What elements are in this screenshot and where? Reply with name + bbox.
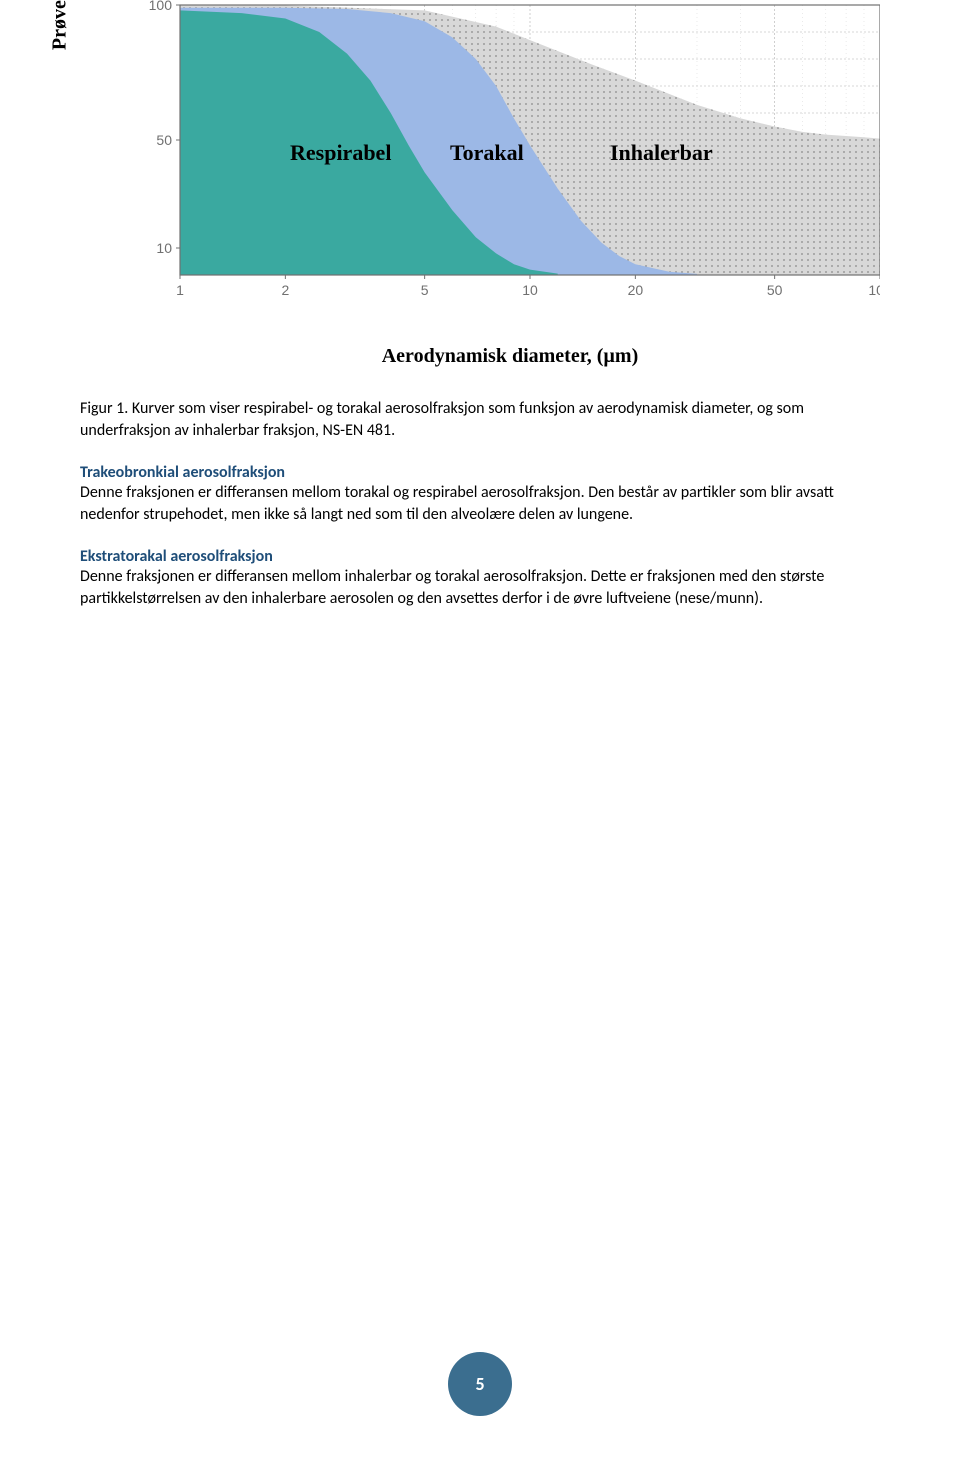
svg-text:1: 1	[176, 282, 184, 298]
svg-text:10: 10	[156, 240, 172, 256]
region-label-torakal: Torakal	[450, 140, 524, 166]
x-axis-label: Aerodynamisk diameter, (µm)	[140, 345, 880, 368]
chart-container: Prøvetakingseffektivitet (%) 10501001251…	[80, 0, 880, 320]
region-label-inhalerbar: Inhalerbar	[610, 140, 713, 166]
section-body: Denne fraksjonen er differansen mellom i…	[80, 566, 880, 609]
svg-text:10: 10	[522, 282, 538, 298]
svg-text:2: 2	[281, 282, 289, 298]
svg-text:100: 100	[149, 0, 173, 13]
page-number: 5	[475, 1373, 484, 1395]
page-number-badge: 5	[448, 1352, 512, 1416]
svg-text:20: 20	[628, 282, 644, 298]
caption-prefix: Figur 1.	[80, 399, 132, 418]
y-axis-label: Prøvetakingseffektivitet (%)	[49, 0, 72, 50]
section-title: Trakeobronkial aerosolfraksjon	[80, 463, 880, 482]
section-ekstratorakal: Ekstratorakal aerosolfraksjon Denne frak…	[80, 547, 880, 609]
caption-text: Kurver som viser respirabel- og torakal …	[80, 399, 804, 440]
section-trakeobronkial: Trakeobronkial aerosolfraksjon Denne fra…	[80, 463, 880, 525]
svg-text:5: 5	[421, 282, 429, 298]
svg-text:50: 50	[156, 132, 172, 148]
section-title: Ekstratorakal aerosolfraksjon	[80, 547, 880, 566]
region-label-respirabel: Respirabel	[290, 140, 391, 166]
svg-text:50: 50	[767, 282, 783, 298]
section-body: Denne fraksjonen er differansen mellom t…	[80, 482, 880, 525]
figure-caption: Figur 1. Kurver som viser respirabel- og…	[80, 398, 880, 441]
svg-text:100: 100	[868, 282, 880, 298]
